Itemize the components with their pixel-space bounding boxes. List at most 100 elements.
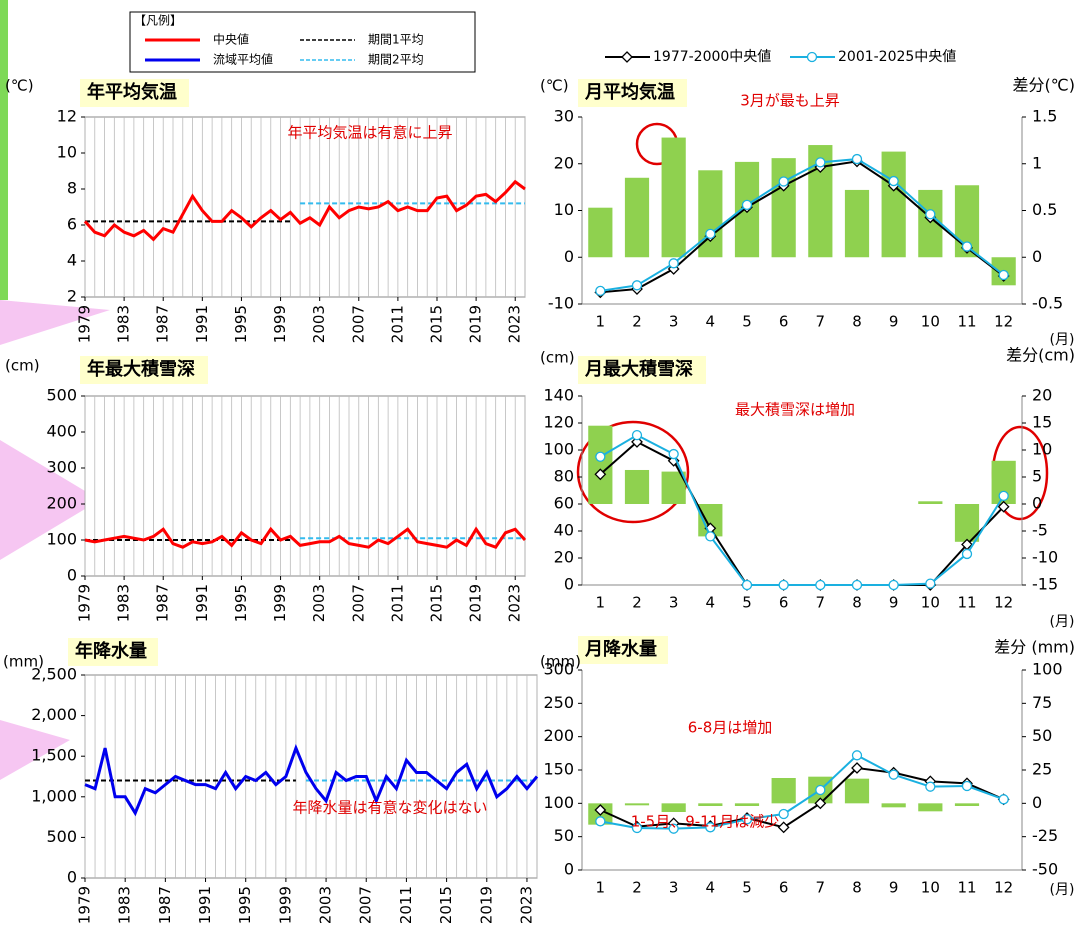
x-tick-label: 1983 bbox=[115, 305, 133, 343]
title-bg bbox=[80, 356, 208, 384]
x-tick-label: 7 bbox=[816, 594, 826, 612]
bar bbox=[588, 207, 613, 258]
point bbox=[595, 451, 606, 462]
x-tick-label: 9 bbox=[889, 594, 899, 612]
y-tick-label: 0 bbox=[564, 860, 574, 879]
point bbox=[888, 579, 899, 591]
bar bbox=[624, 177, 650, 258]
x-tick-label: 2019 bbox=[467, 305, 485, 343]
x-tick-label: 1 bbox=[596, 594, 606, 612]
point bbox=[814, 797, 827, 810]
y-tick-label: 300 bbox=[543, 660, 574, 679]
x-tick-label: 10 bbox=[921, 879, 940, 897]
y-unit: (℃) bbox=[5, 77, 34, 95]
x-tick-label: 11 bbox=[957, 594, 976, 612]
y2-tick-label: 0 bbox=[1032, 247, 1042, 266]
bar bbox=[881, 151, 906, 258]
point bbox=[631, 822, 643, 834]
point bbox=[851, 762, 863, 774]
point bbox=[778, 176, 789, 187]
annotation: 3月が最も上昇 bbox=[740, 92, 840, 110]
x-tick-label: 5 bbox=[742, 313, 752, 331]
y-unit: (mm) bbox=[3, 653, 44, 671]
y-tick-label: 250 bbox=[543, 693, 574, 712]
bar bbox=[918, 803, 943, 812]
x-tick-label: 2019 bbox=[477, 886, 495, 923]
point bbox=[961, 241, 973, 252]
point bbox=[777, 821, 790, 834]
y2-tick-label: -15 bbox=[1032, 575, 1058, 594]
plot-area bbox=[84, 674, 538, 879]
bar bbox=[588, 425, 613, 504]
chart-title: 月最大積雪深 bbox=[584, 358, 693, 380]
point bbox=[961, 780, 973, 792]
y2-tick-label: 10 bbox=[1032, 440, 1052, 459]
x-tick-label: 2 bbox=[632, 313, 642, 331]
x-tick-label: 2003 bbox=[317, 886, 335, 923]
point bbox=[851, 750, 863, 761]
x-tick-label: 1983 bbox=[116, 886, 134, 923]
annotation: 年降水量は有意な変化はない bbox=[292, 799, 487, 817]
bar bbox=[661, 137, 686, 258]
bar bbox=[771, 158, 796, 258]
annotation: 6-8月は増加 bbox=[688, 719, 773, 737]
point bbox=[888, 175, 899, 187]
legend-label: 期間1平均 bbox=[368, 33, 424, 47]
x-tick-label: 10 bbox=[921, 594, 940, 612]
x-tick-label: 1987 bbox=[154, 584, 172, 622]
point bbox=[741, 579, 753, 591]
y-tick-label: 60 bbox=[554, 494, 574, 513]
x-tick-label: 1995 bbox=[236, 886, 254, 923]
y2-tick-label: -50 bbox=[1032, 860, 1058, 879]
series-line bbox=[600, 160, 1005, 294]
series-line bbox=[84, 743, 539, 817]
x-tick-label: 1979 bbox=[76, 305, 94, 343]
x-tick-label: 2003 bbox=[310, 305, 328, 343]
y-tick-label: 0 bbox=[67, 566, 77, 585]
point bbox=[705, 228, 716, 240]
bar bbox=[844, 778, 870, 804]
x-tick-label: 1995 bbox=[232, 305, 250, 343]
x-tick-label: 2019 bbox=[467, 584, 485, 622]
bar bbox=[771, 778, 796, 804]
y-unit: (cm) bbox=[540, 349, 575, 367]
y-tick-label: 200 bbox=[543, 726, 574, 745]
title-bg bbox=[578, 636, 668, 664]
point bbox=[998, 794, 1009, 805]
point bbox=[621, 51, 633, 63]
x-tick-label: 11 bbox=[957, 313, 976, 331]
y2-tick-label: 25 bbox=[1032, 760, 1052, 779]
point bbox=[851, 153, 863, 165]
series-line bbox=[83, 179, 526, 242]
point bbox=[668, 258, 679, 269]
x-tick-label: 4 bbox=[706, 594, 716, 612]
y-tick-label: 8 bbox=[67, 179, 77, 198]
y-tick-label: 10 bbox=[554, 200, 574, 219]
point bbox=[668, 823, 679, 834]
y-tick-label: 2,500 bbox=[31, 665, 77, 684]
y-tick-label: 300 bbox=[46, 458, 77, 477]
point bbox=[961, 548, 973, 560]
annotation: 年平均気温は有意に上昇 bbox=[287, 124, 452, 142]
point bbox=[741, 814, 753, 825]
legend-box bbox=[129, 11, 476, 73]
x-tick-label: 8 bbox=[852, 313, 862, 331]
y2-tick-label: 50 bbox=[1032, 726, 1052, 745]
y-tick-label: 2,000 bbox=[31, 705, 77, 724]
title-bg bbox=[578, 79, 687, 107]
plot-area bbox=[84, 116, 526, 298]
x-tick-label: 2011 bbox=[397, 886, 415, 923]
bar bbox=[954, 803, 980, 806]
x-tick-label: 6 bbox=[779, 313, 789, 331]
point bbox=[815, 157, 826, 168]
point bbox=[851, 579, 863, 591]
y-tick-label: 50 bbox=[554, 826, 574, 845]
bar bbox=[844, 189, 870, 258]
y-tick-label: 0 bbox=[564, 575, 574, 594]
title-bg bbox=[578, 356, 706, 384]
x-tick-label: 1999 bbox=[271, 584, 289, 622]
x-tick-label: 1987 bbox=[156, 886, 174, 923]
plot-area bbox=[84, 395, 526, 577]
x-unit: (月) bbox=[1050, 882, 1075, 898]
side-strip bbox=[0, 0, 8, 300]
